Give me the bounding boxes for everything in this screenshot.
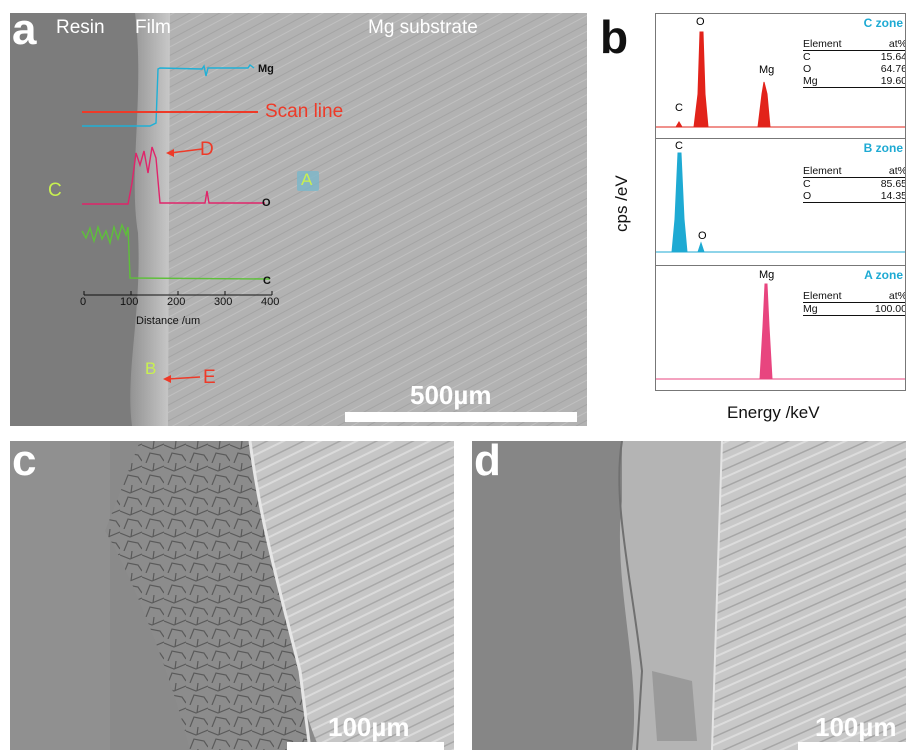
panel-letter-a: a (12, 5, 37, 54)
peak-label-c-o: O (696, 16, 705, 28)
spectrum-c-zone-trace (656, 31, 905, 128)
x-tick-0: 0 (80, 296, 87, 308)
peak-label-c-mg: Mg (759, 64, 775, 76)
peak-label-b-o: O (698, 230, 707, 242)
scale-bar-label-a: 500µm (410, 380, 492, 410)
sem-image-c (10, 441, 454, 750)
composition-table-a: Element at% Mg 100.00 (803, 290, 906, 316)
table-cell: 100.00 (874, 303, 906, 315)
mg-profile-line (82, 63, 255, 127)
composition-table-b: Element at% C 85.65 O 14.35 (803, 165, 906, 203)
line-scan-profiles (81, 63, 319, 383)
panel-letter-d: d (474, 436, 501, 485)
point-label-e: E (203, 367, 216, 388)
table-cell: O (803, 63, 812, 75)
table-header-at: at% (888, 165, 906, 177)
composition-table-c: Element at% C 15.64 O 64.76 Mg 19.60 (803, 38, 906, 88)
table-header-element: Element (803, 165, 842, 177)
point-label-c: C (48, 180, 62, 201)
panel-letter-b: b (600, 11, 629, 63)
scale-bar-label-d: 100µm (815, 712, 897, 742)
scale-bar-label-c: 100µm (328, 712, 410, 742)
scale-bar-c (287, 742, 444, 750)
scale-bar-d (798, 742, 906, 750)
spectrum-b-zone: B zone C O Element at% C 85.65 O 14.35 (655, 138, 906, 266)
x-axis-label: Distance /um (136, 315, 201, 327)
table-cell: 64.76 (880, 63, 906, 75)
x-tick-300: 300 (214, 296, 233, 308)
table-cell: C (803, 178, 811, 190)
scale-bar-a (345, 412, 577, 422)
c-profile-line (81, 222, 271, 280)
table-cell: C (803, 51, 811, 63)
peak-label-c-c: C (675, 102, 683, 114)
peak-label-b-c: C (675, 140, 683, 152)
zone-label-b: B zone (863, 141, 903, 155)
table-header-at: at% (888, 38, 906, 50)
substrate-label: Mg substrate (368, 17, 478, 38)
x-tick-100: 100 (120, 296, 139, 308)
point-label-a: A (301, 170, 313, 189)
panel-letter-c: c (12, 436, 37, 485)
zone-label-a: A zone (864, 268, 903, 282)
point-label-d: D (200, 139, 214, 160)
x-tick-400: 400 (261, 296, 280, 308)
table-cell: 19.60 (880, 75, 906, 87)
table-cell: O (803, 190, 812, 202)
resin-label: Resin (56, 17, 105, 38)
film-label: Film (135, 17, 171, 38)
scan-line-label: Scan line (265, 101, 344, 122)
x-axis-label-b: Energy /keV (727, 403, 820, 422)
o-profile-label: O (262, 197, 271, 209)
table-cell: 15.64 (880, 51, 906, 63)
spectrum-c-zone: C zone C O Mg Element at% C 15.64 O 64.7… (655, 13, 906, 139)
zone-label-c: C zone (863, 16, 903, 30)
table-header-element: Element (803, 290, 842, 302)
spectrum-a-zone-trace (656, 283, 905, 380)
sem-image-d (472, 441, 906, 750)
mg-profile-label: Mg (258, 63, 274, 75)
table-cell: Mg (803, 75, 818, 87)
table-header-element: Element (803, 38, 842, 50)
spectrum-a-zone: A zone Mg Element at% Mg 100.00 (655, 265, 906, 391)
sem-image-a (10, 13, 587, 426)
x-tick-200: 200 (167, 296, 186, 308)
table-cell: 14.35 (880, 190, 906, 202)
table-cell: 85.65 (880, 178, 906, 190)
c-profile-label: C (263, 275, 271, 287)
o-profile-line (82, 146, 265, 205)
peak-label-a-mg: Mg (759, 269, 775, 281)
point-label-b: B (145, 359, 157, 378)
spectrum-b-zone-trace (656, 152, 905, 253)
y-axis-label-b: cps /eV (612, 175, 631, 232)
table-header-at: at% (888, 290, 906, 302)
table-cell: Mg (803, 303, 818, 315)
